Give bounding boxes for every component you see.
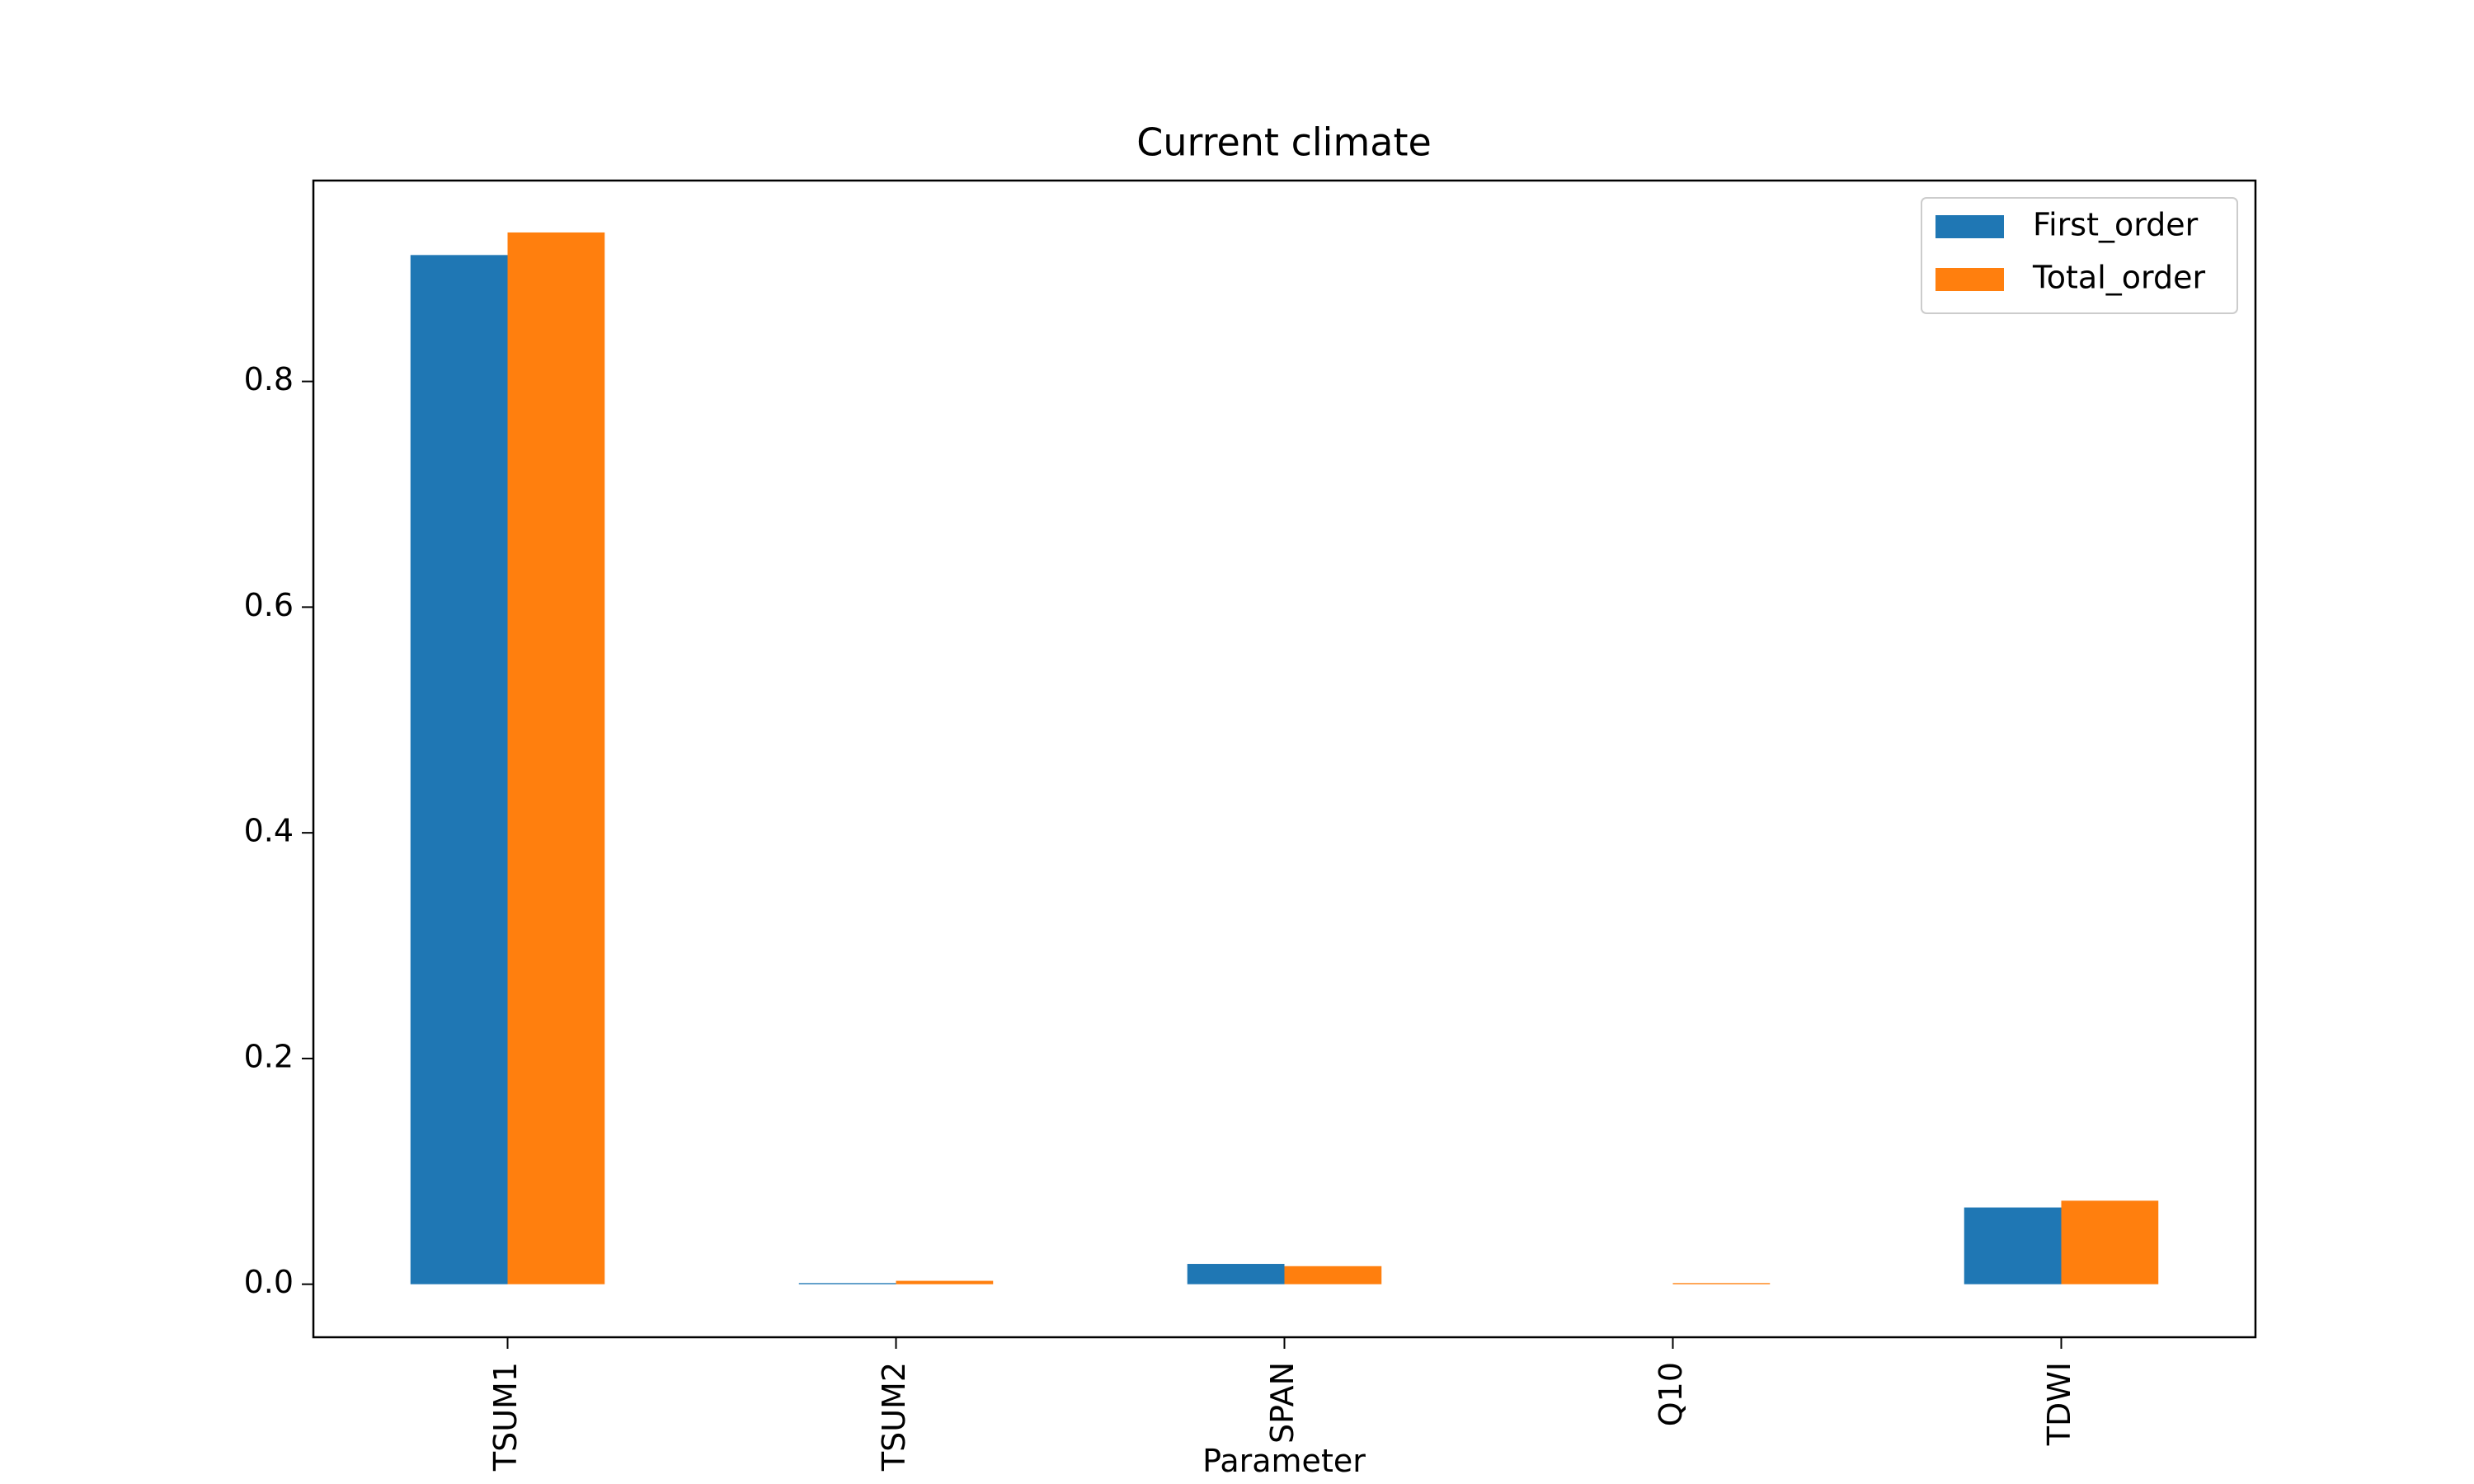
- y-tick-label: 0.2: [244, 1038, 294, 1074]
- x-tick-label: TSUM2: [876, 1362, 912, 1472]
- legend-swatch: [1935, 215, 2004, 238]
- bar: [1284, 1266, 1382, 1284]
- x-tick-label: SPAN: [1264, 1362, 1300, 1444]
- x-tick-label: TDWI: [2041, 1362, 2077, 1446]
- x-tick-label: Q10: [1653, 1362, 1689, 1426]
- y-tick-label: 0.6: [244, 587, 294, 623]
- legend-label: First_order: [2033, 207, 2199, 243]
- bar: [2061, 1200, 2159, 1284]
- y-tick-label: 0.4: [244, 813, 294, 849]
- y-tick-label: 0.8: [244, 361, 294, 397]
- bar: [1187, 1264, 1285, 1284]
- y-tick-label: 0.0: [244, 1264, 294, 1300]
- x-axis-label: Parameter: [1202, 1443, 1366, 1479]
- x-tick-label: TSUM1: [487, 1362, 524, 1472]
- bar: [1672, 1283, 1771, 1284]
- plot-frame: [312, 179, 2257, 1339]
- bar: [507, 232, 605, 1284]
- bar: [410, 255, 508, 1284]
- bar: [1964, 1207, 2062, 1284]
- legend-label: Total_order: [2032, 260, 2205, 296]
- legend-swatch: [1935, 268, 2004, 291]
- bar: [798, 1283, 896, 1284]
- bar: [896, 1280, 994, 1284]
- chart-title: Current climate: [1136, 120, 1432, 165]
